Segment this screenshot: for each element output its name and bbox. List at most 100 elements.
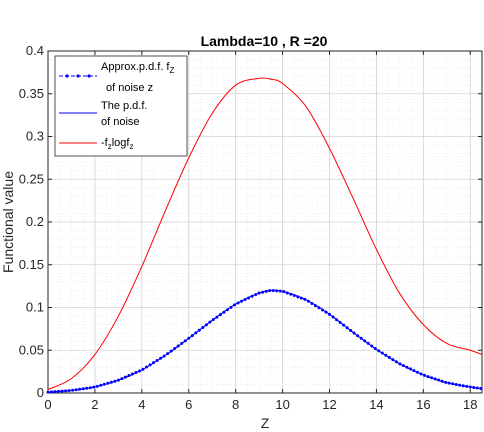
- series-1-marker: [116, 378, 120, 382]
- series-1-marker: [120, 377, 124, 381]
- x-tick-label: 12: [322, 397, 336, 412]
- series-1-marker: [243, 298, 247, 302]
- series-1-marker: [320, 308, 324, 312]
- series-1-marker: [423, 373, 427, 377]
- series-1-marker: [391, 358, 395, 362]
- x-axis-title: Z: [261, 415, 270, 431]
- series-1-marker: [95, 384, 99, 388]
- series-1-marker: [127, 374, 131, 378]
- series-1-marker: [233, 303, 237, 307]
- series-1-marker: [475, 386, 479, 390]
- series-1-marker: [433, 377, 437, 381]
- series-1-marker: [387, 355, 391, 359]
- y-tick-label: 0.1: [26, 300, 44, 315]
- series-1-marker: [187, 336, 191, 340]
- legend-marker-approx-1: [65, 74, 69, 78]
- x-tick-label: 18: [463, 397, 477, 412]
- y-tick-label: 0.25: [19, 171, 44, 186]
- series-1-marker: [81, 387, 85, 391]
- series-1-marker: [299, 296, 303, 300]
- series-1-marker: [296, 295, 300, 299]
- series-1-marker: [366, 341, 370, 345]
- series-1-marker: [440, 379, 444, 383]
- series-1-marker: [306, 299, 310, 303]
- series-1-marker: [313, 304, 317, 308]
- series-1-marker: [261, 290, 265, 294]
- series-1-marker: [57, 389, 61, 393]
- series-1-marker: [373, 347, 377, 351]
- series-1-marker: [370, 344, 374, 348]
- y-axis-title: Functional value: [0, 171, 16, 273]
- y-tick-label: 0.05: [19, 342, 44, 357]
- series-1-marker: [356, 334, 360, 338]
- series-1-marker: [190, 334, 194, 338]
- series-1-marker: [331, 315, 335, 319]
- series-1-marker: [208, 320, 212, 324]
- series-1-marker: [169, 349, 173, 353]
- series-1-marker: [197, 328, 201, 332]
- series-1-marker: [458, 383, 462, 387]
- series-1-marker: [236, 301, 240, 305]
- series-1-marker: [176, 344, 180, 348]
- series-1-marker: [472, 386, 476, 390]
- series-1-marker: [401, 364, 405, 368]
- series-1-marker: [380, 351, 384, 355]
- series-1-marker: [271, 289, 275, 293]
- series-1-marker: [71, 388, 75, 392]
- series-1-marker: [247, 296, 251, 300]
- series-1-marker: [85, 386, 89, 390]
- y-tick-label: 0.3: [26, 129, 44, 144]
- series-1-marker: [282, 290, 286, 294]
- series-1-marker: [222, 310, 226, 314]
- series-1-marker: [173, 347, 177, 351]
- series-1-marker: [257, 291, 261, 295]
- series-1-marker: [342, 323, 346, 327]
- series-1-marker: [415, 370, 419, 374]
- series-1-marker: [405, 365, 409, 369]
- y-tick-label: 0.4: [26, 43, 44, 58]
- series-1-marker: [74, 388, 78, 392]
- series-1-marker: [349, 328, 353, 332]
- series-1-marker: [194, 331, 198, 335]
- series-1-marker: [292, 294, 296, 298]
- legend-label-pdf-line1: The p.d.f.: [101, 100, 147, 112]
- series-1-marker: [461, 384, 465, 388]
- series-1-marker: [352, 331, 356, 335]
- series-1-marker: [102, 382, 106, 386]
- series-1-marker: [211, 318, 215, 322]
- y-tick-label: 0.15: [19, 257, 44, 272]
- series-1-marker: [123, 375, 127, 379]
- series-1-marker: [345, 326, 349, 330]
- series-1-marker: [377, 349, 381, 353]
- series-1-marker: [465, 384, 469, 388]
- series-1-marker: [451, 382, 455, 386]
- ticks: 0 2 4 6 8 10 12 14 16 18 0 0.05 0.1 0.15 0.2 0.25 0.3 0.3…: [19, 43, 482, 412]
- series-1-marker: [303, 297, 307, 301]
- series-1-marker: [250, 294, 254, 298]
- series-1-marker: [363, 339, 367, 343]
- series-1-marker: [408, 367, 412, 371]
- series-1-marker: [268, 289, 272, 293]
- series-1-marker: [46, 390, 50, 394]
- series-1-marker: [137, 369, 141, 373]
- series-1-marker: [152, 361, 156, 365]
- series-1-marker: [454, 382, 458, 386]
- series-1-marker: [215, 315, 219, 319]
- legend-label-entropy: -fzlogfz: [101, 137, 133, 151]
- series-1-marker: [264, 289, 268, 293]
- series-1-marker: [426, 375, 430, 379]
- series-1-marker: [88, 386, 92, 390]
- series-1-marker: [106, 381, 110, 385]
- legend-marker-approx-2: [76, 74, 80, 78]
- x-tick-label: 10: [275, 397, 289, 412]
- series-1-marker: [130, 372, 134, 376]
- series-1-marker: [64, 389, 68, 393]
- x-tick-label: 2: [91, 397, 98, 412]
- series-1-marker: [53, 390, 57, 394]
- series-1-marker: [180, 341, 184, 345]
- series-1-marker: [240, 299, 244, 303]
- legend-label-pdf-line2: of noise: [101, 116, 140, 128]
- series-1-marker: [437, 378, 441, 382]
- series-1-marker: [317, 306, 321, 310]
- series-1-marker: [359, 336, 363, 340]
